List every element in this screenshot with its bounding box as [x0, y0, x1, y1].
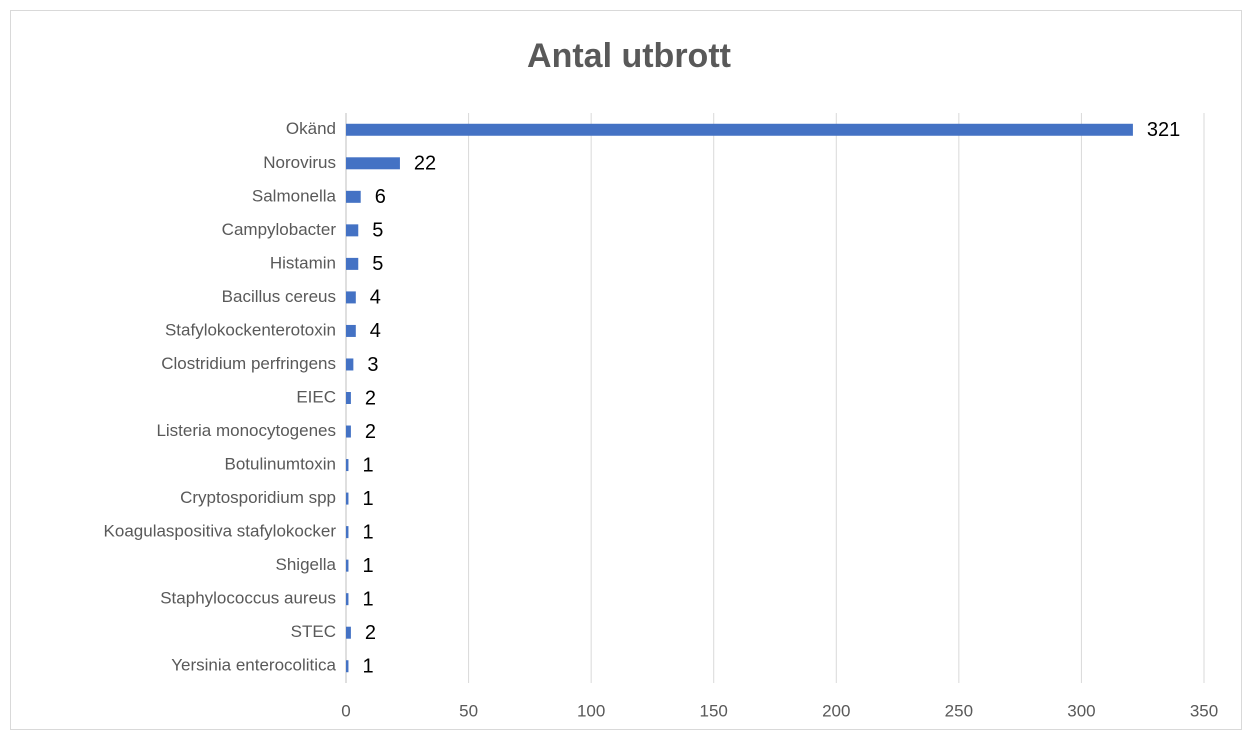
bar [346, 224, 359, 237]
bar [346, 559, 349, 572]
value-label: 1 [362, 488, 373, 510]
value-label: 22 [414, 153, 436, 175]
y-tick-label: Histamin [270, 253, 336, 272]
value-label: 1 [362, 555, 373, 577]
y-tick-label: Norovirus [263, 153, 336, 172]
y-tick-label: Cryptosporidium spp [180, 488, 336, 507]
y-tick-label: STEC [291, 622, 336, 641]
y-tick-label: EIEC [296, 387, 336, 406]
y-tick-label: Botulinumtoxin [224, 455, 336, 474]
value-label: 2 [365, 622, 376, 644]
x-tick-label: 250 [945, 701, 973, 720]
bar [346, 123, 1133, 136]
value-label: 321 [1147, 119, 1180, 141]
y-tick-label: Clostridium perfringens [161, 354, 336, 373]
bar [346, 459, 349, 472]
bar [346, 324, 356, 337]
bar [346, 190, 361, 203]
bar [346, 660, 349, 673]
value-label: 1 [362, 521, 373, 543]
chart-title: Antal utbrott [527, 37, 731, 75]
value-label: 5 [372, 220, 383, 242]
value-label: 2 [365, 421, 376, 443]
x-tick-label: 100 [577, 701, 605, 720]
y-tick-label: Koagulaspositiva stafylokocker [104, 522, 337, 541]
x-tick-label: 350 [1190, 701, 1218, 720]
y-tick-label: Yersinia enterocolitica [171, 656, 336, 675]
bar [346, 157, 400, 170]
x-tick-label: 300 [1067, 701, 1095, 720]
x-tick-label: 50 [459, 701, 478, 720]
value-label: 3 [367, 354, 378, 376]
bar [346, 593, 349, 606]
y-tick-label: Salmonella [252, 186, 337, 205]
value-label: 1 [362, 588, 373, 610]
bar [346, 425, 351, 438]
y-tick-label: Okänd [286, 119, 336, 138]
value-label: 5 [372, 253, 383, 275]
x-tick-label: 200 [822, 701, 850, 720]
y-tick-label: Listeria monocytogenes [156, 421, 336, 440]
y-tick-label: Staphylococcus aureus [160, 589, 336, 608]
value-label: 1 [362, 656, 373, 678]
bar [346, 626, 351, 639]
bar [346, 492, 349, 505]
bar [346, 392, 351, 404]
value-label: 4 [370, 320, 381, 342]
y-tick-label: Campylobacter [222, 220, 337, 239]
y-tick-label: Shigella [276, 555, 337, 574]
bar [346, 526, 349, 539]
y-tick-label: Stafylokockenterotoxin [165, 320, 336, 339]
value-label: 4 [370, 287, 381, 309]
y-tick-label: Bacillus cereus [222, 287, 336, 306]
value-label: 6 [375, 186, 386, 208]
x-tick-label: 0 [341, 701, 350, 720]
bar [346, 257, 359, 270]
x-tick-label: 150 [700, 701, 728, 720]
bar [346, 358, 354, 371]
value-label: 2 [365, 387, 376, 409]
value-label: 1 [362, 454, 373, 476]
bar [346, 291, 356, 304]
